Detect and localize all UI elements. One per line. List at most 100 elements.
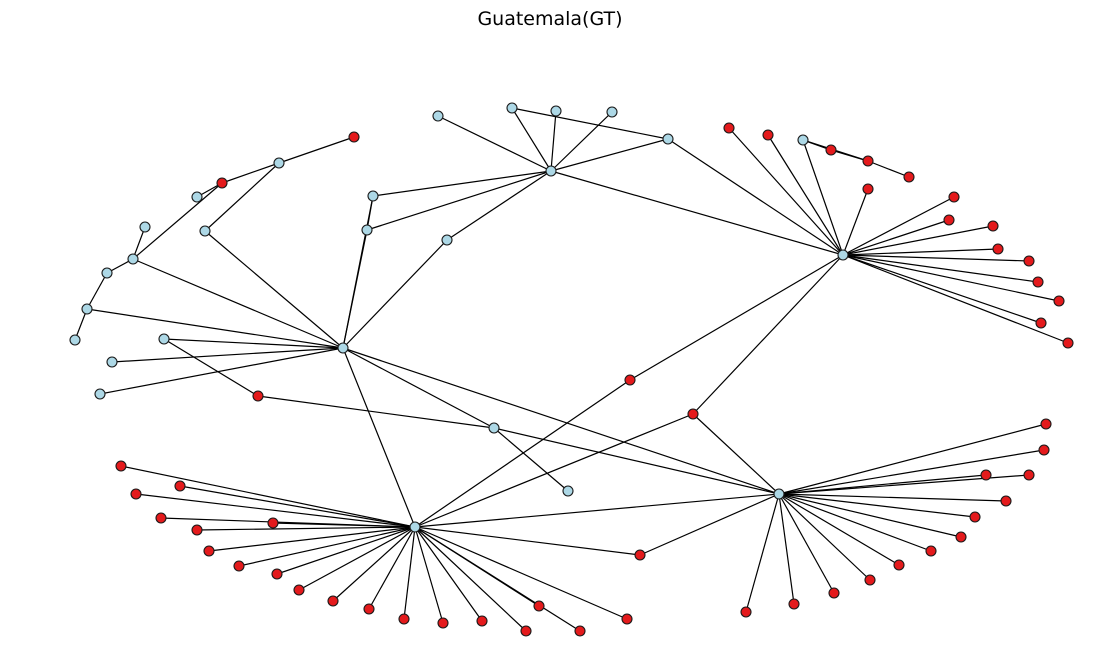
edge-A-b8	[342, 239, 448, 349]
leaf-node-rc9	[987, 220, 999, 232]
edge-D-rd18	[414, 526, 581, 632]
leaf-node-rd17	[533, 600, 545, 612]
edge-E-re7	[778, 493, 962, 538]
leaf-node-rd15	[476, 615, 488, 627]
leaf-node-re6	[969, 511, 981, 523]
edge-B-b8	[446, 170, 552, 241]
edge-r5-D	[414, 413, 694, 528]
edge-C-rc15	[842, 254, 1069, 344]
edge-b9-b11	[204, 162, 280, 232]
leaf-node-rc4	[862, 155, 874, 167]
hub-node-b19	[94, 388, 106, 400]
hub-node-B	[545, 165, 557, 177]
edge-b6-b7	[366, 195, 374, 231]
edge-B-b7	[366, 170, 552, 231]
hub-node-C	[837, 249, 849, 261]
hub-node-b15	[81, 303, 93, 315]
leaf-node-re1	[1040, 418, 1052, 430]
edge-D-rd2	[135, 493, 416, 528]
hub-node-b9	[273, 157, 285, 169]
leaf-node-rd6	[267, 517, 279, 529]
leaf-node-re4	[1023, 469, 1035, 481]
hub-node-b6	[367, 190, 379, 202]
edge-r5-E	[692, 413, 780, 495]
edge-b14-b15	[86, 272, 108, 310]
leaf-node-rd5	[191, 524, 203, 536]
edge-E-r6	[639, 493, 780, 556]
leaf-node-rd14	[437, 617, 449, 629]
edge-B-b5	[550, 138, 669, 172]
edge-D-r6	[414, 526, 641, 556]
edge-E-re13	[745, 493, 780, 613]
edge-C-b22	[802, 139, 844, 256]
hub-node-b16	[69, 334, 81, 346]
leaf-node-rc6	[862, 183, 874, 195]
leaf-node-rd13	[398, 613, 410, 625]
edge-B-b2	[511, 107, 552, 172]
edge-r3-b20	[257, 395, 495, 429]
edge-D-rd1	[120, 465, 416, 528]
hub-node-b12	[139, 221, 151, 233]
leaf-node-re3	[980, 469, 992, 481]
edge-A-b13	[132, 258, 344, 349]
edge-C-rc2	[767, 134, 844, 256]
leaf-node-rd8	[233, 560, 245, 572]
edge-C-rc12	[842, 254, 1039, 283]
edge-B-b1	[437, 115, 552, 172]
graph-title: Guatemala(GT)	[477, 8, 623, 30]
hub-node-b21	[562, 485, 574, 497]
edge-b20-b21	[493, 427, 569, 492]
leaf-node-rd1	[115, 460, 127, 472]
edge-A-b19	[99, 347, 344, 395]
edge-E-re12	[778, 493, 795, 605]
leaf-node-rc3	[825, 144, 837, 156]
leaf-node-rd9	[271, 568, 283, 580]
edge-C-rc11	[842, 254, 1030, 262]
edge-rc3-rc4	[830, 149, 869, 162]
edge-A-b17	[163, 338, 344, 349]
hub-node-A	[337, 342, 349, 354]
edge-E-re11	[778, 493, 835, 594]
edge-E-re10	[778, 493, 871, 581]
leaf-node-rd7	[203, 545, 215, 557]
leaf-node-rc15	[1062, 337, 1074, 349]
hub-node-b7	[361, 224, 373, 236]
node-layer	[69, 102, 1074, 637]
leaf-node-rc2	[762, 129, 774, 141]
leaf-node-rd3	[174, 480, 186, 492]
edge-A-b15	[86, 308, 344, 349]
edge-E-re9	[778, 493, 900, 566]
edge-C-rc14	[842, 254, 1042, 324]
hub-node-b17	[158, 333, 170, 345]
edge-E-re1	[778, 423, 1047, 495]
leaf-node-rc10	[992, 243, 1004, 255]
leaf-node-r1	[348, 131, 360, 143]
leaf-node-r6	[634, 549, 646, 561]
edge-B-b4	[550, 111, 613, 172]
edge-D-rd5	[196, 526, 416, 531]
leaf-node-rd10	[293, 584, 305, 596]
leaf-node-rc8	[943, 214, 955, 226]
edge-b2-b5	[511, 107, 669, 140]
edge-layer	[74, 107, 1069, 632]
edge-D-rd14	[414, 526, 444, 624]
edge-C-rc8	[842, 219, 950, 256]
edge-b20-E	[493, 427, 780, 495]
edge-A-E	[342, 347, 780, 495]
edge-D-rd9	[276, 526, 416, 575]
edge-b5-C	[667, 138, 844, 256]
edge-b17-r3	[163, 338, 259, 397]
leaf-node-rc5	[903, 171, 915, 183]
edge-D-rd10	[298, 526, 416, 591]
edge-D-rd3	[179, 485, 416, 528]
hub-node-b13	[127, 253, 139, 265]
leaf-node-rd12	[363, 603, 375, 615]
edge-r2-b13	[132, 182, 223, 260]
hub-node-b18	[106, 356, 118, 368]
leaf-node-r2	[216, 177, 228, 189]
edge-D-rd13	[403, 526, 416, 620]
edge-B-C	[550, 170, 844, 256]
edge-D-rd7	[208, 526, 416, 552]
edge-C-rc1	[728, 127, 844, 256]
